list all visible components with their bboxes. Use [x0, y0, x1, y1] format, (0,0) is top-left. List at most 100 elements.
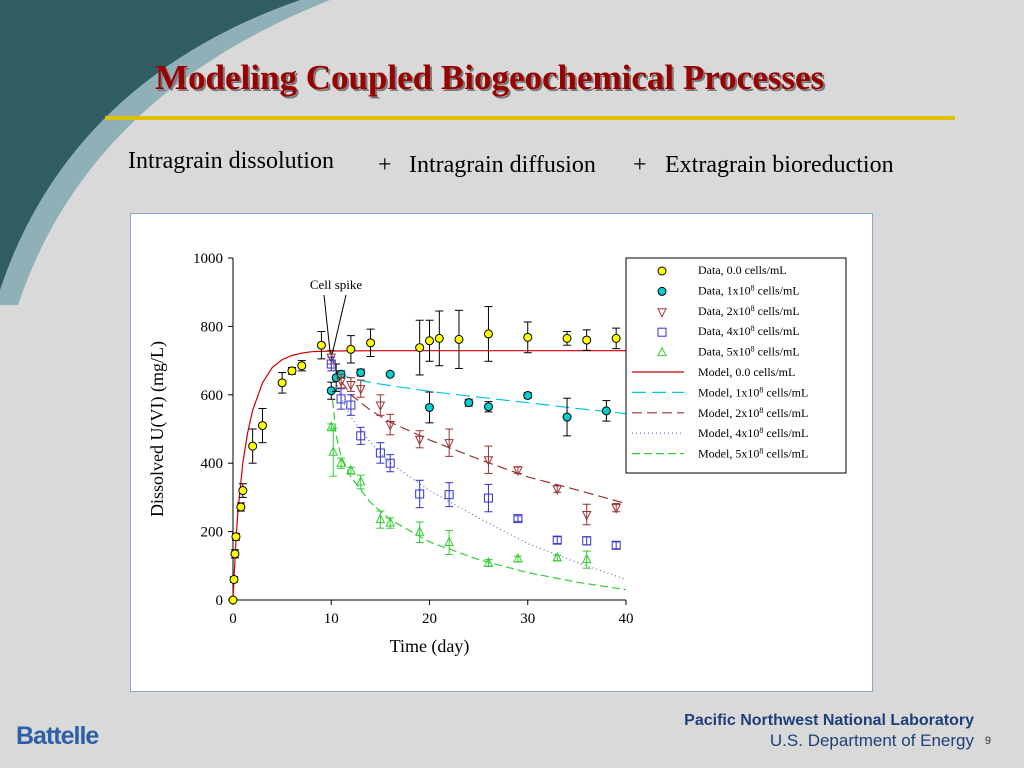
data-point-series-2 [326, 353, 337, 364]
footer-doe: U.S. Department of Energy [769, 731, 974, 750]
data-point-series-3 [582, 536, 592, 546]
data-point-series-4 [336, 457, 346, 467]
data-point-series-3 [385, 458, 395, 468]
data-point-series-4 [346, 464, 356, 475]
y-tick-label: 600 [201, 388, 224, 404]
data-point-series-0 [297, 361, 307, 371]
data-point-series-2 [611, 504, 621, 514]
legend-label-6: Model, 1x108 cells/mL [698, 385, 808, 400]
data-point-series-2 [385, 421, 396, 431]
model-line-3 [330, 353, 627, 581]
legend-label-4: Data, 5x108 cells/mL [698, 344, 800, 359]
data-point-series-0 [228, 595, 238, 605]
legend-label-8: Model, 4x108 cells/mL [698, 426, 808, 441]
x-tick-label: 10 [324, 611, 339, 627]
data-point-series-1 [483, 402, 493, 412]
data-point-series-3 [513, 514, 523, 524]
slide-title: Modeling Coupled Biogeochemical Processe… [155, 58, 825, 97]
data-point-series-2 [581, 511, 592, 521]
data-point-series-2 [483, 456, 494, 466]
data-point-series-0 [231, 532, 241, 542]
data-point-series-4 [483, 556, 494, 567]
y-tick-label: 800 [201, 319, 224, 335]
x-tick-label: 20 [422, 611, 437, 627]
y-axis-label: Dissolved U(VI) (mg/L) [147, 341, 168, 517]
data-point-series-3 [326, 359, 336, 369]
annotation-cell-spike: Cell spike [310, 277, 363, 292]
legend-label-0: Data, 0.0 cells/mL [698, 263, 787, 277]
data-point-series-0 [611, 333, 621, 343]
data-point-series-1 [562, 412, 572, 422]
data-point-series-0 [425, 336, 434, 346]
legend-label-5: Model, 0.0 cells/mL [698, 365, 795, 379]
model-line-0 [232, 350, 626, 601]
data-point-series-4 [375, 513, 386, 524]
subtitle-plus-2: + [633, 152, 647, 178]
legend-label-1: Data, 1x108 cells/mL [698, 283, 800, 298]
data-point-series-2 [444, 439, 454, 449]
data-point-series-0 [415, 343, 425, 353]
y-tick-label: 0 [216, 593, 224, 609]
uranium-chart: 0 200 400 600 800 1000 0 10 20 30 40 Time (day) Diss… [147, 251, 847, 657]
y-tick-label: 200 [201, 525, 224, 541]
data-point-series-2 [336, 377, 346, 388]
legend-marker-1 [657, 286, 667, 296]
legend-label-2: Data, 2x108 cells/mL [698, 303, 800, 318]
data-point-series-3 [483, 493, 493, 503]
data-point-series-0 [257, 421, 267, 431]
decorative-swoosh [0, 0, 330, 305]
data-point-series-0 [287, 366, 297, 376]
data-point-series-2 [552, 485, 563, 495]
data-point-series-2 [355, 385, 366, 395]
subtitle-diffusion: Intragrain diffusion [409, 152, 596, 178]
legend-marker-4 [657, 346, 667, 357]
data-point-series-1 [356, 368, 366, 378]
data-point-series-3 [552, 535, 562, 545]
legend-marker-2 [657, 308, 667, 318]
data-point-series-4 [444, 536, 454, 547]
data-point-series-3 [356, 431, 366, 441]
data-point-series-2 [513, 466, 523, 477]
data-point-series-0 [434, 333, 444, 343]
legend-label-9: Model, 5x108 cells/mL [698, 446, 808, 461]
data-point-series-0 [316, 340, 326, 350]
data-point-series-0 [238, 486, 248, 496]
x-axis-label: Time (day) [390, 636, 470, 657]
model-line-2 [330, 353, 627, 505]
data-point-series-4 [414, 526, 425, 536]
data-point-series-1 [385, 369, 395, 379]
data-point-series-0 [582, 335, 592, 345]
legend-label-7: Model, 2x108 cells/mL [698, 405, 808, 420]
data-point-series-4 [355, 475, 366, 486]
data-point-series-4 [581, 553, 592, 564]
data-point-series-0 [483, 329, 493, 339]
data-point-series-4 [326, 421, 337, 431]
x-tick-label: 30 [520, 611, 535, 627]
footer-lab-name: Pacific Northwest National Laboratory [684, 712, 974, 729]
subtitle-bioreduction: Extragrain bioreduction [665, 152, 894, 178]
y-tick-label: 1000 [193, 251, 223, 267]
x-tick-label: 0 [229, 611, 237, 627]
title-rule [105, 116, 955, 120]
data-point-series-0 [229, 574, 239, 584]
page-number: 9 [984, 735, 991, 747]
data-point-series-0 [366, 338, 376, 348]
data-point-series-4 [552, 551, 563, 562]
data-point-series-1 [523, 390, 533, 400]
data-point-series-3 [444, 490, 454, 500]
data-point-series-4 [385, 516, 396, 527]
annotation-arrow [331, 294, 347, 354]
data-point-series-0 [523, 332, 533, 342]
data-point-series-0 [277, 378, 287, 388]
data-point-series-2 [414, 435, 425, 446]
model-line-1 [330, 353, 627, 415]
data-point-series-0 [230, 549, 240, 559]
legend-label-3: Data, 4x108 cells/mL [698, 324, 800, 339]
annotation-arrow [323, 294, 331, 354]
legend-marker-0 [657, 266, 667, 276]
data-point-series-0 [454, 334, 464, 344]
data-point-series-0 [562, 333, 572, 343]
chart-panel: 0 200 400 600 800 1000 0 10 20 30 40 Time (day) Diss… [130, 213, 873, 692]
battelle-logo: Battelle [16, 722, 99, 750]
data-point-series-3 [375, 448, 385, 458]
